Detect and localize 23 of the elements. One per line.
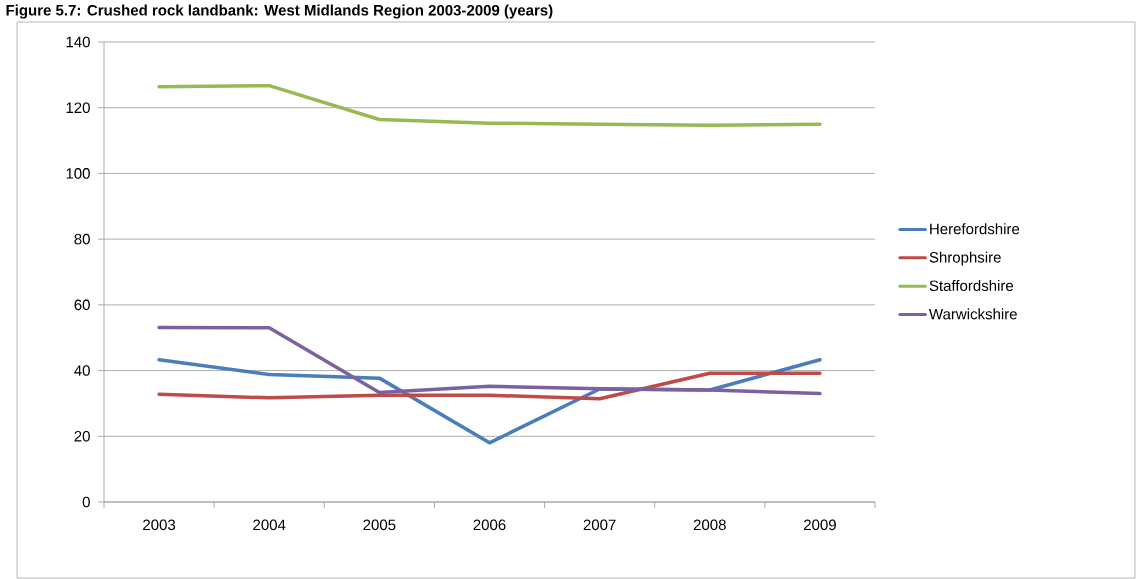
legend-label: Herefordshire <box>930 223 1020 235</box>
legend-label: Warwickshire <box>929 308 1017 320</box>
x-tick-label: 2009 <box>804 519 836 531</box>
line-series <box>157 371 822 401</box>
y-tick-label: 120 <box>66 102 90 114</box>
legend-label: Shrophsire <box>929 251 1001 266</box>
y-tick-label: 100 <box>66 168 90 179</box>
x-tick-label: 2007 <box>583 519 616 531</box>
y-tick-label: 80 <box>74 233 90 245</box>
x-tick-label: 2008 <box>693 519 726 531</box>
line-series <box>157 83 822 127</box>
x-tick-label: 2005 <box>363 519 396 531</box>
legend-label: Staffordshire <box>929 280 1014 292</box>
chart-title: Figure 5.7: Crushed rock landbank: West Midlands Region 2003-2009 (years) <box>6 4 553 19</box>
y-tick-label: 20 <box>74 430 90 442</box>
y-tick-label: 0 <box>82 496 90 508</box>
x-tick-label: 2003 <box>143 519 176 531</box>
y-tick-label: 60 <box>74 299 90 311</box>
line-series <box>157 325 822 396</box>
x-tick-label: 2004 <box>253 519 286 531</box>
y-tick-label: 40 <box>74 365 90 376</box>
y-tick-label: 140 <box>66 36 90 48</box>
x-tick-label: 2006 <box>473 519 506 531</box>
